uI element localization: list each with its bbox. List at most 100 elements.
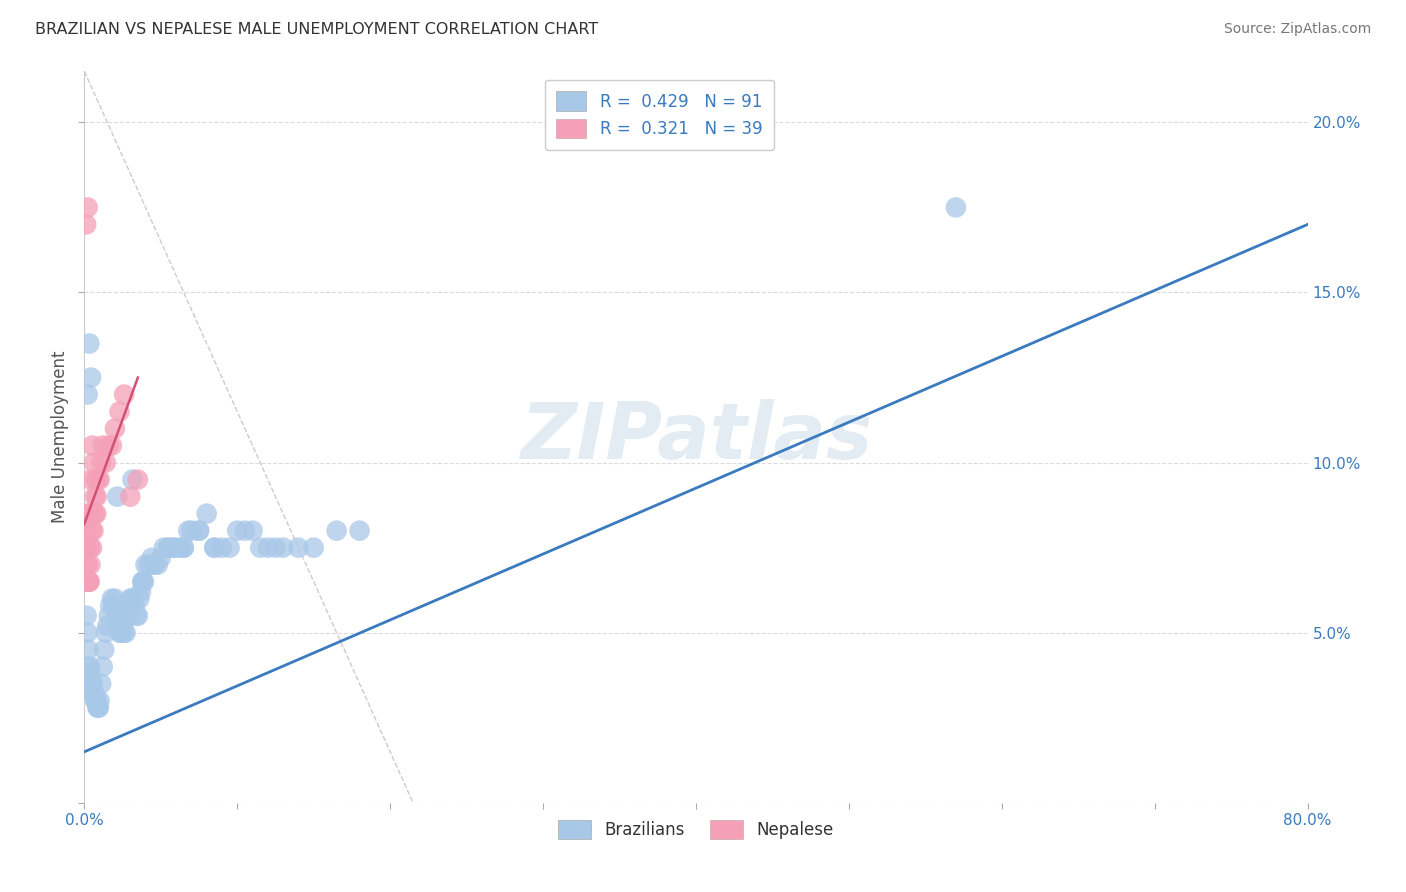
Point <box>80 677 103 691</box>
Point <box>76 541 98 555</box>
Point <box>101 591 124 606</box>
Point <box>128 591 150 606</box>
Point <box>101 439 124 453</box>
Point <box>104 421 127 435</box>
Point <box>157 541 180 555</box>
Point <box>79 659 101 673</box>
Point <box>218 541 240 555</box>
Point <box>173 541 195 555</box>
Point <box>80 677 103 691</box>
Point <box>77 507 100 521</box>
Point <box>84 694 107 708</box>
Point <box>76 558 98 572</box>
Point <box>114 625 136 640</box>
Point <box>75 574 97 589</box>
Point <box>97 439 120 453</box>
Point <box>75 524 97 538</box>
Point <box>91 439 114 453</box>
Point <box>120 591 142 606</box>
Point <box>157 541 180 555</box>
Point <box>162 541 184 555</box>
Point <box>138 558 160 572</box>
Point <box>77 574 100 589</box>
Point <box>105 490 128 504</box>
Point <box>121 591 143 606</box>
Point <box>84 473 107 487</box>
Point <box>122 591 145 606</box>
Point <box>83 687 105 701</box>
Point <box>90 677 112 691</box>
Point <box>87 700 110 714</box>
Point <box>75 218 97 232</box>
Point <box>177 524 200 538</box>
Point <box>112 625 135 640</box>
Point <box>79 574 101 589</box>
Point <box>257 541 280 555</box>
Point <box>86 490 108 504</box>
Point <box>86 700 108 714</box>
Point <box>76 608 98 623</box>
Point <box>125 608 148 623</box>
Point <box>82 507 104 521</box>
Point <box>264 541 287 555</box>
Point <box>84 507 107 521</box>
Point <box>131 574 153 589</box>
Point <box>165 541 187 555</box>
Point <box>77 642 100 657</box>
Text: BRAZILIAN VS NEPALESE MALE UNEMPLOYMENT CORRELATION CHART: BRAZILIAN VS NEPALESE MALE UNEMPLOYMENT … <box>35 22 599 37</box>
Point <box>287 541 309 555</box>
Point <box>75 541 97 555</box>
Point <box>79 558 101 572</box>
Point <box>83 687 105 701</box>
Point <box>80 370 103 384</box>
Point <box>249 541 271 555</box>
Point <box>84 507 107 521</box>
Point <box>83 490 105 504</box>
Point <box>142 558 165 572</box>
Point <box>202 541 225 555</box>
Point <box>325 524 347 538</box>
Point <box>271 541 294 555</box>
Point <box>77 574 100 589</box>
Point <box>146 558 169 572</box>
Point <box>82 439 104 453</box>
Point <box>302 541 325 555</box>
Point <box>83 456 105 470</box>
Point <box>211 541 233 555</box>
Point <box>94 456 117 470</box>
Point <box>96 619 118 633</box>
Point <box>135 558 157 572</box>
Point <box>93 642 115 657</box>
Point <box>75 507 97 521</box>
Point <box>87 473 110 487</box>
Point <box>76 387 98 401</box>
Point <box>188 524 211 538</box>
Point <box>131 574 153 589</box>
Point <box>111 619 134 633</box>
Point <box>103 599 125 613</box>
Point <box>105 608 128 623</box>
Point <box>80 524 103 538</box>
Point <box>83 524 105 538</box>
Point <box>180 524 202 538</box>
Point <box>108 404 131 418</box>
Point <box>87 700 110 714</box>
Point <box>76 625 98 640</box>
Point <box>84 694 107 708</box>
Point <box>91 659 114 673</box>
Point <box>89 694 111 708</box>
Point <box>149 550 172 565</box>
Point <box>79 541 101 555</box>
Point <box>202 541 225 555</box>
Y-axis label: Male Unemployment: Male Unemployment <box>51 351 69 524</box>
Point <box>89 473 111 487</box>
Point <box>121 473 143 487</box>
Point <box>188 524 211 538</box>
Point <box>170 541 193 555</box>
Point <box>76 201 98 215</box>
Point <box>173 541 195 555</box>
Point <box>143 558 166 572</box>
Point <box>80 541 103 555</box>
Text: Source: ZipAtlas.com: Source: ZipAtlas.com <box>1223 22 1371 37</box>
Point <box>141 550 163 565</box>
